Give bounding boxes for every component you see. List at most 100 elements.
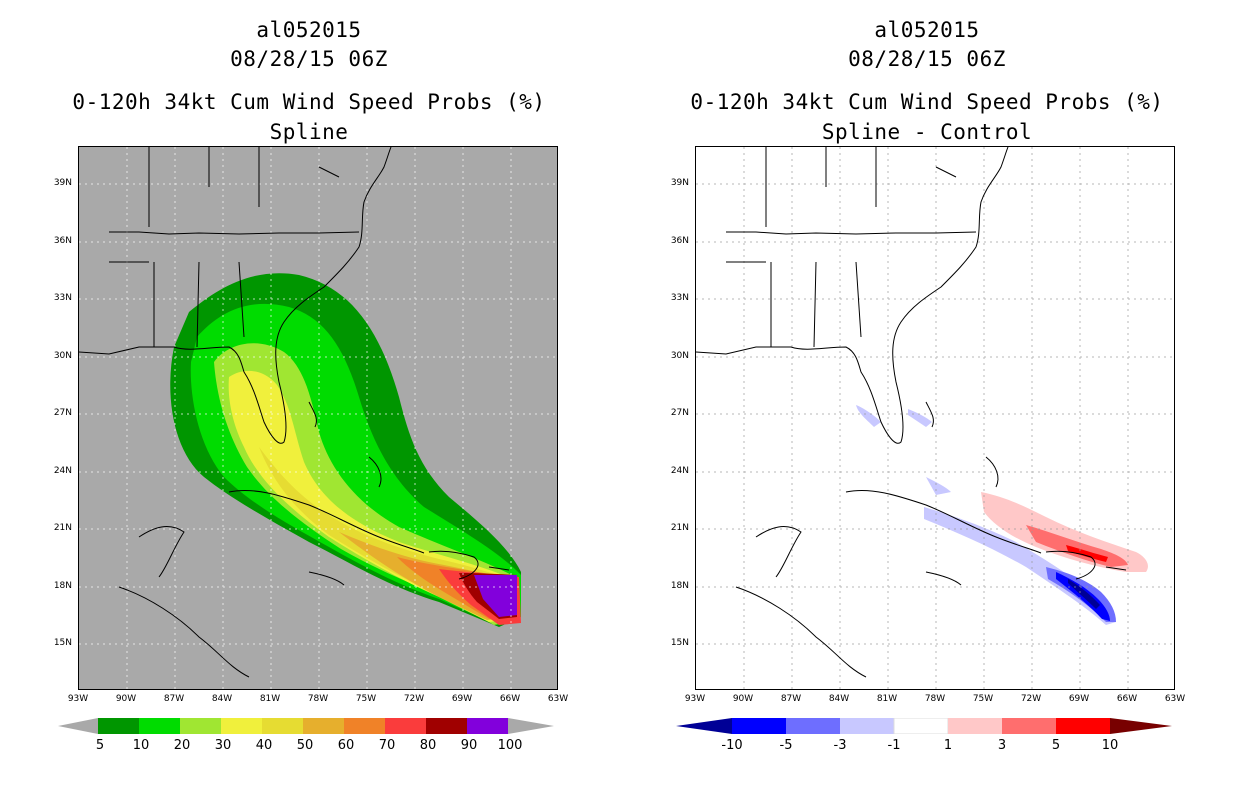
probability-colorbar bbox=[58, 718, 554, 734]
colorbar-label: 50 bbox=[296, 738, 314, 753]
method-title: Spline - Control bbox=[821, 120, 1033, 144]
lat-label: 33N bbox=[670, 293, 689, 303]
product-title: 0-120h 34kt Cum Wind Speed Probs (%) bbox=[690, 90, 1164, 114]
lon-label: 69W bbox=[451, 694, 473, 704]
method-title: Spline bbox=[269, 120, 349, 144]
grid-lines bbox=[79, 147, 557, 689]
diff-pos-strong-region bbox=[1066, 545, 1108, 562]
lat-label: 15N bbox=[53, 638, 72, 648]
coastlines bbox=[696, 147, 1127, 678]
colorbar-swatch bbox=[303, 718, 344, 734]
lat-label: 18N bbox=[53, 581, 72, 591]
colorbar-label: 70 bbox=[378, 738, 396, 753]
colorbar-swatch bbox=[180, 718, 221, 734]
colorbar-swatch bbox=[98, 718, 139, 734]
left-panel: al052015 08/28/15 06Z 0-120h 34kt Cum Wi… bbox=[53, 18, 569, 753]
lon-label: 93W bbox=[684, 694, 706, 704]
lon-label: 90W bbox=[115, 694, 137, 704]
lon-label: 63W bbox=[1164, 694, 1186, 704]
colorbar-label: 5 bbox=[1051, 738, 1061, 753]
colorbar-swatch bbox=[786, 718, 840, 734]
lon-label: 87W bbox=[780, 694, 802, 704]
difference-map-svg bbox=[696, 147, 1174, 689]
colorbar-swatch bbox=[385, 718, 426, 734]
lon-label: 81W bbox=[259, 694, 281, 704]
lon-label: 75W bbox=[972, 694, 994, 704]
colorbar-swatch bbox=[139, 718, 180, 734]
lat-label: 30N bbox=[53, 351, 72, 361]
difference-map bbox=[695, 146, 1175, 690]
colorbar-label: 10 bbox=[132, 738, 150, 753]
date-title: 08/28/15 06Z bbox=[848, 47, 1006, 71]
lat-label: 15N bbox=[670, 638, 689, 648]
lon-label: 66W bbox=[499, 694, 521, 704]
probability-map bbox=[78, 146, 558, 690]
prob-90-region bbox=[474, 575, 517, 617]
date-title: 08/28/15 06Z bbox=[230, 47, 388, 71]
colorbar-swatch bbox=[262, 718, 303, 734]
lat-label: 39N bbox=[670, 178, 689, 188]
lon-label: 87W bbox=[163, 694, 185, 704]
storm-id-title: al052015 bbox=[256, 18, 362, 42]
lat-label: 24N bbox=[670, 466, 689, 476]
colorbar-label: 20 bbox=[173, 738, 191, 753]
lat-label: 24N bbox=[53, 466, 72, 476]
colorbar-over-arrow bbox=[508, 718, 554, 734]
lon-label: 66W bbox=[1116, 694, 1138, 704]
lon-label: 84W bbox=[828, 694, 850, 704]
colorbar-over-arrow bbox=[1110, 718, 1172, 734]
right-panel: al052015 08/28/15 06Z 0-120h 34kt Cum Wi… bbox=[618, 0, 1236, 800]
lat-label: 27N bbox=[670, 408, 689, 418]
colorbar-label: 100 bbox=[497, 738, 523, 753]
diff-neg-light-region bbox=[924, 507, 1116, 625]
lat-label: 36N bbox=[670, 236, 689, 246]
lon-label: 81W bbox=[876, 694, 898, 704]
colorbar-swatch bbox=[344, 718, 385, 734]
diff-neg-light-region bbox=[908, 409, 932, 427]
prob-30-region bbox=[228, 370, 519, 622]
coastlines bbox=[79, 147, 510, 678]
colorbar-label: -5 bbox=[779, 738, 793, 753]
colorbar-swatch bbox=[840, 718, 894, 734]
colorbar-swatch bbox=[221, 718, 262, 734]
lat-label: 27N bbox=[53, 408, 72, 418]
lon-label: 72W bbox=[1020, 694, 1042, 704]
lon-label: 69W bbox=[1068, 694, 1090, 704]
probability-map-svg bbox=[79, 147, 557, 689]
colorbar-label: 40 bbox=[255, 738, 273, 753]
lat-label: 21N bbox=[670, 523, 689, 533]
colorbar-label: -1 bbox=[887, 738, 901, 753]
lon-label: 78W bbox=[924, 694, 946, 704]
lon-label: 84W bbox=[211, 694, 233, 704]
lat-label: 33N bbox=[53, 293, 72, 303]
colorbar-swatch bbox=[426, 718, 467, 734]
colorbar-label: -3 bbox=[833, 738, 847, 753]
lat-label: 36N bbox=[53, 236, 72, 246]
difference-colorbar bbox=[676, 718, 1172, 734]
diff-neg-light-region bbox=[926, 477, 951, 495]
lat-label: 30N bbox=[670, 351, 689, 361]
colorbar-label: 80 bbox=[419, 738, 437, 753]
grid-lines bbox=[696, 147, 1174, 689]
diff-neg-light-region bbox=[856, 405, 881, 427]
lon-label: 63W bbox=[547, 694, 569, 704]
colorbar-label: 60 bbox=[337, 738, 355, 753]
lat-label: 21N bbox=[53, 523, 72, 533]
colorbar-swatch bbox=[948, 718, 1002, 734]
colorbar-label: -10 bbox=[721, 738, 743, 753]
colorbar-under-arrow bbox=[676, 718, 732, 734]
lon-label: 78W bbox=[307, 694, 329, 704]
colorbar-label: 30 bbox=[214, 738, 232, 753]
lon-label: 93W bbox=[67, 694, 89, 704]
colorbar-swatch bbox=[893, 718, 949, 734]
colorbar-swatch bbox=[1056, 718, 1110, 734]
colorbar-label: 5 bbox=[95, 738, 105, 753]
colorbar-label: 90 bbox=[460, 738, 478, 753]
storm-id-title: al052015 bbox=[874, 18, 980, 42]
lon-label: 75W bbox=[355, 694, 377, 704]
colorbar-label: 1 bbox=[943, 738, 953, 753]
lat-label: 18N bbox=[670, 581, 689, 591]
colorbar-swatch bbox=[467, 718, 508, 734]
lon-label: 90W bbox=[732, 694, 754, 704]
product-title: 0-120h 34kt Cum Wind Speed Probs (%) bbox=[72, 90, 546, 114]
